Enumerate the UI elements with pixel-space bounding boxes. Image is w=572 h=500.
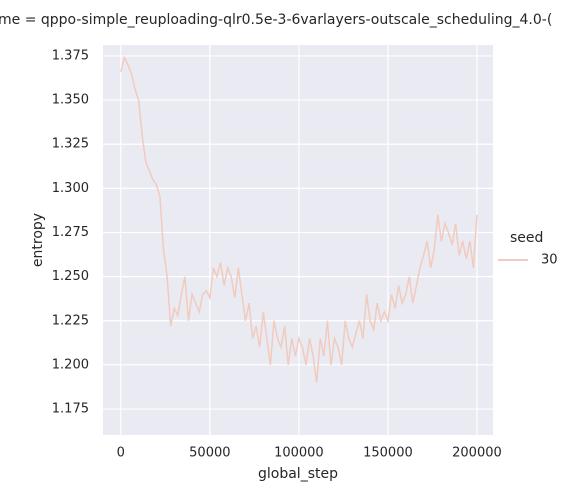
x-tick-label: 50000 bbox=[189, 446, 230, 461]
line bbox=[120, 55, 478, 383]
chart-title: me = qppo-simple_reuploading-qlr0.5e-3-6… bbox=[0, 12, 552, 28]
x-tick-label: 200000 bbox=[452, 446, 502, 461]
x-tick-label: 100000 bbox=[274, 446, 324, 461]
y-tick-label: 1.200 bbox=[52, 357, 89, 372]
y-tick-label: 1.225 bbox=[52, 313, 89, 328]
x-axis-label: global_step bbox=[258, 466, 338, 482]
legend-label: 30 bbox=[541, 253, 558, 268]
plot-background bbox=[103, 45, 493, 435]
y-tick-label: 1.375 bbox=[52, 48, 89, 63]
y-tick-label: 1.300 bbox=[52, 181, 89, 196]
y-axis-label: entropy bbox=[30, 213, 46, 267]
x-tick-label: 150000 bbox=[363, 446, 413, 461]
y-tick-label: 1.175 bbox=[52, 402, 89, 417]
x-tick-label: 0 bbox=[117, 446, 125, 461]
y-tick-label: 1.325 bbox=[52, 137, 89, 152]
y-tick-label: 1.350 bbox=[52, 93, 89, 108]
legend-title: seed bbox=[510, 230, 543, 246]
y-tick-label: 1.275 bbox=[52, 225, 89, 240]
y-tick-label: 1.250 bbox=[52, 269, 89, 284]
